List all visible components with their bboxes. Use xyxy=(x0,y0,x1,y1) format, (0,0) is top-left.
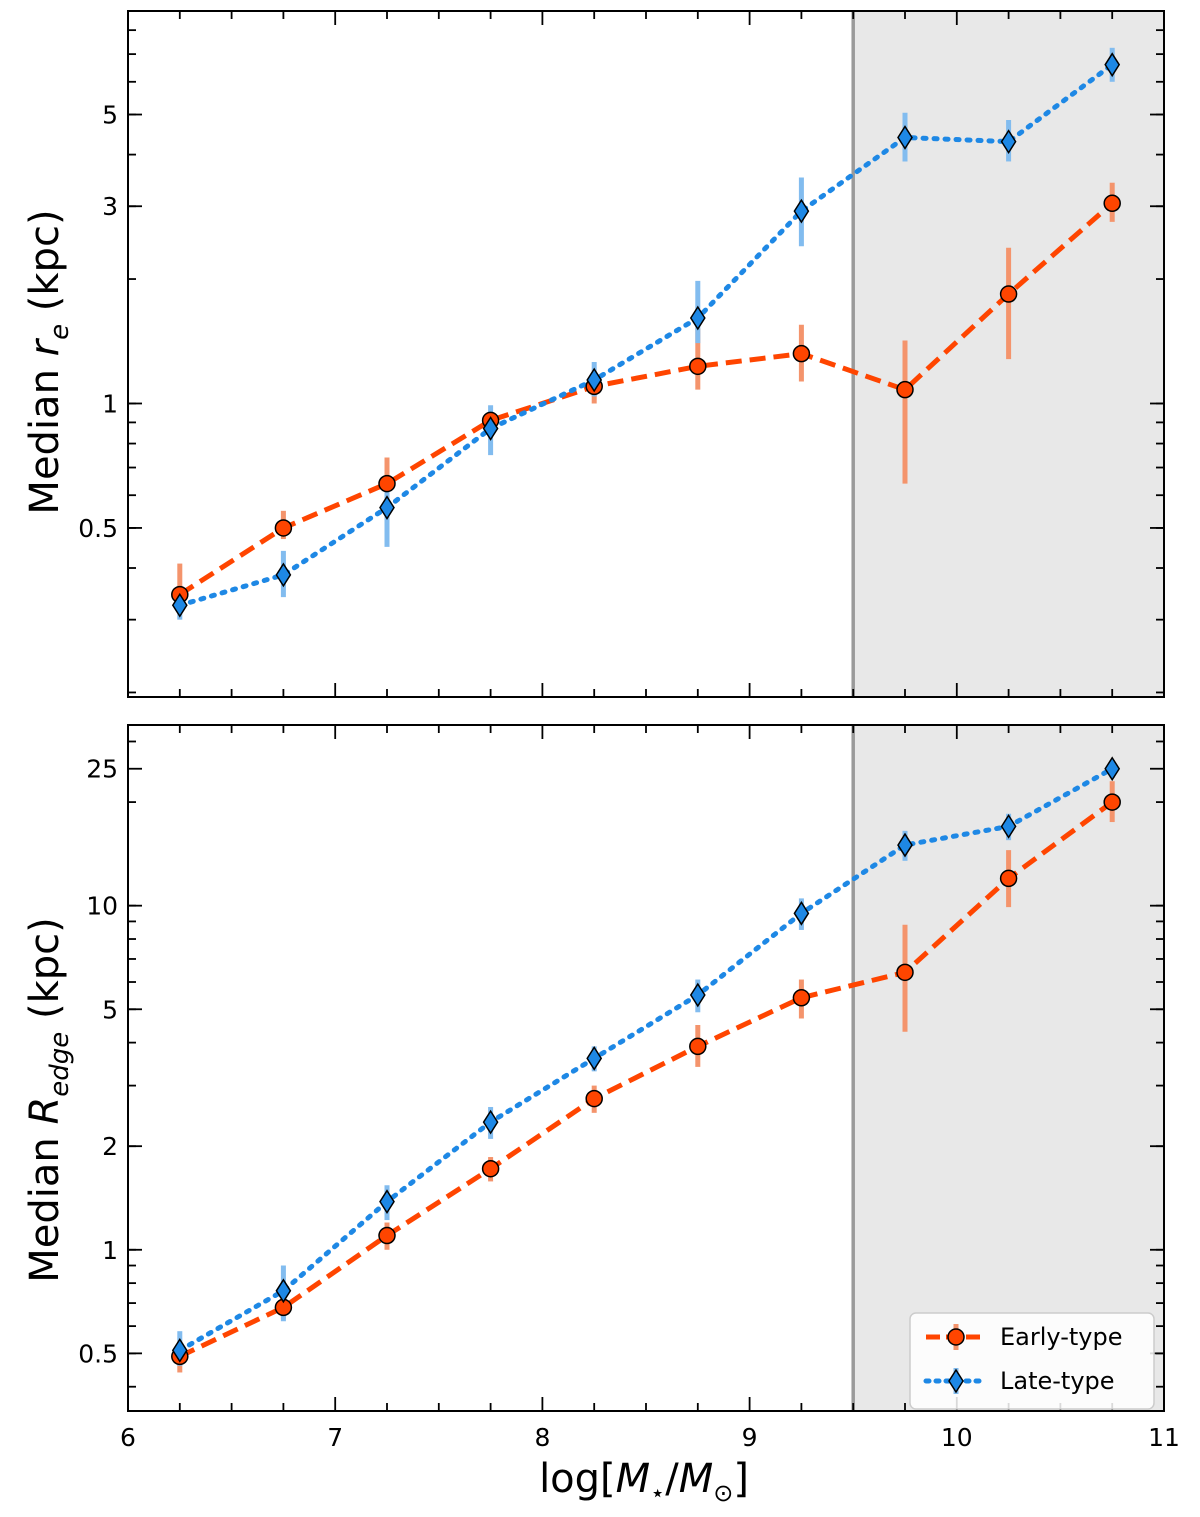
top-early-type-point xyxy=(689,357,707,376)
bottom-early-type-point xyxy=(378,1226,396,1245)
top-early-type-point xyxy=(274,519,293,537)
bottom-late-type-point xyxy=(379,1189,395,1215)
xlabel: log[M⋆/M⊙] xyxy=(539,1456,749,1507)
axis-labels: Median re (kpc) Median Redge (kpc) log[M… xyxy=(22,209,749,1507)
top-ylabel: Median re (kpc) xyxy=(22,209,75,514)
bottom-late-type-point xyxy=(1104,756,1121,782)
bottom-ytick-label: 5 xyxy=(102,995,118,1024)
bottom-early-type-point xyxy=(792,989,811,1007)
top-late-type-line xyxy=(177,62,1115,608)
bottom-early-type-point xyxy=(481,1159,500,1178)
bottom-early-type-point xyxy=(689,1037,707,1056)
top-late-type-point xyxy=(897,125,913,150)
legend-early-label: Early-type xyxy=(1000,1323,1122,1351)
top-late-type-point xyxy=(1000,129,1017,155)
bottom-early-type-point xyxy=(999,869,1018,888)
bottom-late-type-point xyxy=(586,1045,603,1071)
top-late-type-point xyxy=(586,367,603,393)
bottom-late-type-point xyxy=(689,982,706,1008)
bottom-xtick-label: 7 xyxy=(327,1423,343,1452)
top-ytick-label: 3 xyxy=(102,192,118,221)
bottom-early-type-line xyxy=(178,800,1114,1359)
bottom-late-type-point xyxy=(171,1338,188,1363)
top-ytick-label: 5 xyxy=(102,101,118,130)
legend-late-label: Late-type xyxy=(1000,1367,1115,1395)
bottom-late-type-point xyxy=(897,832,913,858)
bottom-ytick-label: 0.5 xyxy=(78,1339,118,1368)
bottom-early-type-point xyxy=(1103,793,1121,811)
top-late-type-point xyxy=(275,562,292,588)
top-ytick-label: 0.5 xyxy=(78,514,118,543)
bottom-late-type-point xyxy=(1000,813,1017,839)
bottom-xtick-label: 8 xyxy=(534,1423,550,1452)
legend: Early-type Late-type xyxy=(909,1312,1155,1410)
top-ytick-label: 1 xyxy=(102,389,118,418)
top-early-type-point xyxy=(999,285,1018,303)
top-panel: 0.5 1 3 5 xyxy=(78,10,1165,698)
top-early-type-point xyxy=(792,344,811,363)
top-early-type-line xyxy=(178,201,1114,597)
bottom-early-type-point xyxy=(896,963,914,982)
bottom-late-type-point xyxy=(793,900,810,926)
bottom-ytick-label: 1 xyxy=(102,1236,118,1265)
top-early-type-point xyxy=(378,474,396,493)
bottom-early-type-point xyxy=(585,1089,603,1108)
top-early-type-point xyxy=(1103,194,1121,213)
top-late-type-point xyxy=(1104,52,1121,78)
legend-early-marker xyxy=(947,1328,965,1346)
top-axes-frame xyxy=(127,10,1165,698)
bottom-late-type-line xyxy=(177,766,1115,1353)
bottom-ytick-label: 10 xyxy=(86,892,118,921)
top-late-type-point xyxy=(171,592,188,618)
bottom-late-type-point xyxy=(275,1278,292,1304)
bottom-xtick-label: 11 xyxy=(1148,1423,1180,1452)
top-late-type-point xyxy=(793,198,810,224)
top-late-type-point xyxy=(689,305,706,331)
bottom-xtick-label: 9 xyxy=(742,1423,758,1452)
bottom-xtick-label: 6 xyxy=(120,1423,136,1452)
legend-late-marker xyxy=(948,1368,964,1394)
bottom-ytick-label: 2 xyxy=(102,1132,118,1161)
bottom-late-type-point xyxy=(482,1109,499,1135)
bottom-xtick-label: 10 xyxy=(941,1423,973,1452)
bottom-ytick-label: 25 xyxy=(86,755,118,784)
top-early-type-point xyxy=(896,380,914,399)
top-late-type-point xyxy=(482,416,499,441)
top-late-type-point xyxy=(379,495,395,520)
bottom-axes-frame xyxy=(127,724,1165,1412)
bottom-ylabel: Median Redge (kpc) xyxy=(22,917,75,1282)
